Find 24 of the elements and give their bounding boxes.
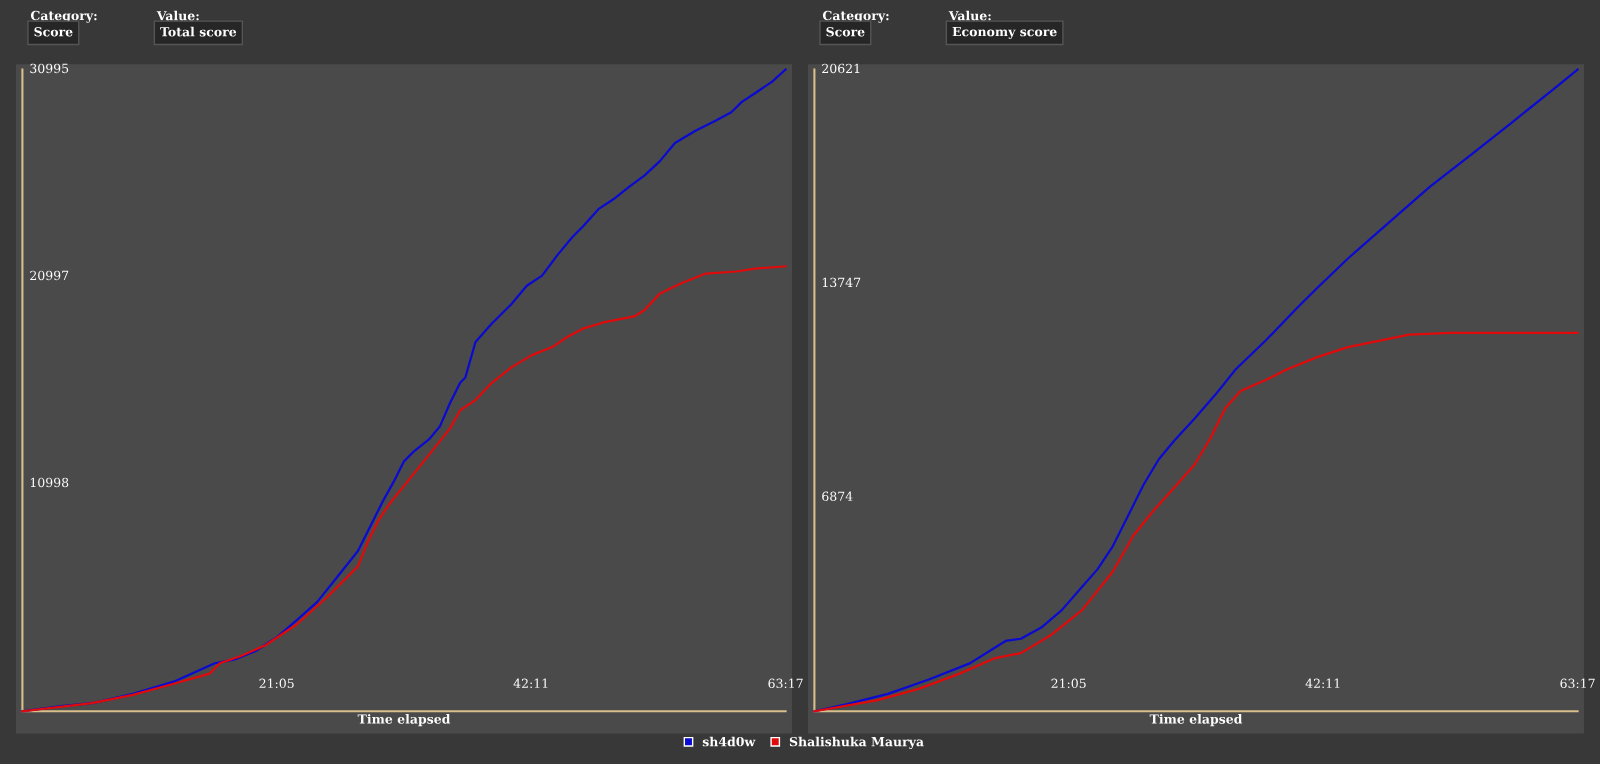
- x-tick-label: 63:17: [1560, 678, 1595, 689]
- text: Category:: [30, 10, 97, 23]
- legend-label: Shalishuka Maurya: [789, 736, 924, 749]
- text: Score: [826, 27, 865, 37]
- text: Total score: [160, 26, 237, 37]
- text: Economy score: [952, 27, 1057, 39]
- y-tick-label: 20621: [822, 63, 860, 74]
- y-tick-label: 20997: [30, 270, 69, 281]
- text: Value:: [948, 10, 991, 21]
- text: Value:: [156, 10, 199, 21]
- text: Score: [34, 27, 73, 37]
- x-tick-label: 42:11: [513, 678, 548, 689]
- y-tick-label: 30995: [30, 63, 69, 74]
- x-tick-label: 63:17: [768, 678, 803, 689]
- x-axis-title: Time elapsed: [357, 714, 451, 727]
- legend-label: sh4d0w: [702, 736, 756, 747]
- y-tick-label: 13747: [822, 277, 861, 288]
- text: Category:: [822, 10, 889, 23]
- y-tick-label: 6874: [822, 491, 853, 501]
- x-axis-title: Time elapsed: [1149, 714, 1243, 727]
- x-tick-label: 42:11: [1305, 678, 1340, 689]
- y-tick-label: 10998: [30, 477, 69, 488]
- x-tick-label: 21:05: [259, 678, 294, 689]
- x-tick-label: 21:05: [1051, 678, 1086, 689]
